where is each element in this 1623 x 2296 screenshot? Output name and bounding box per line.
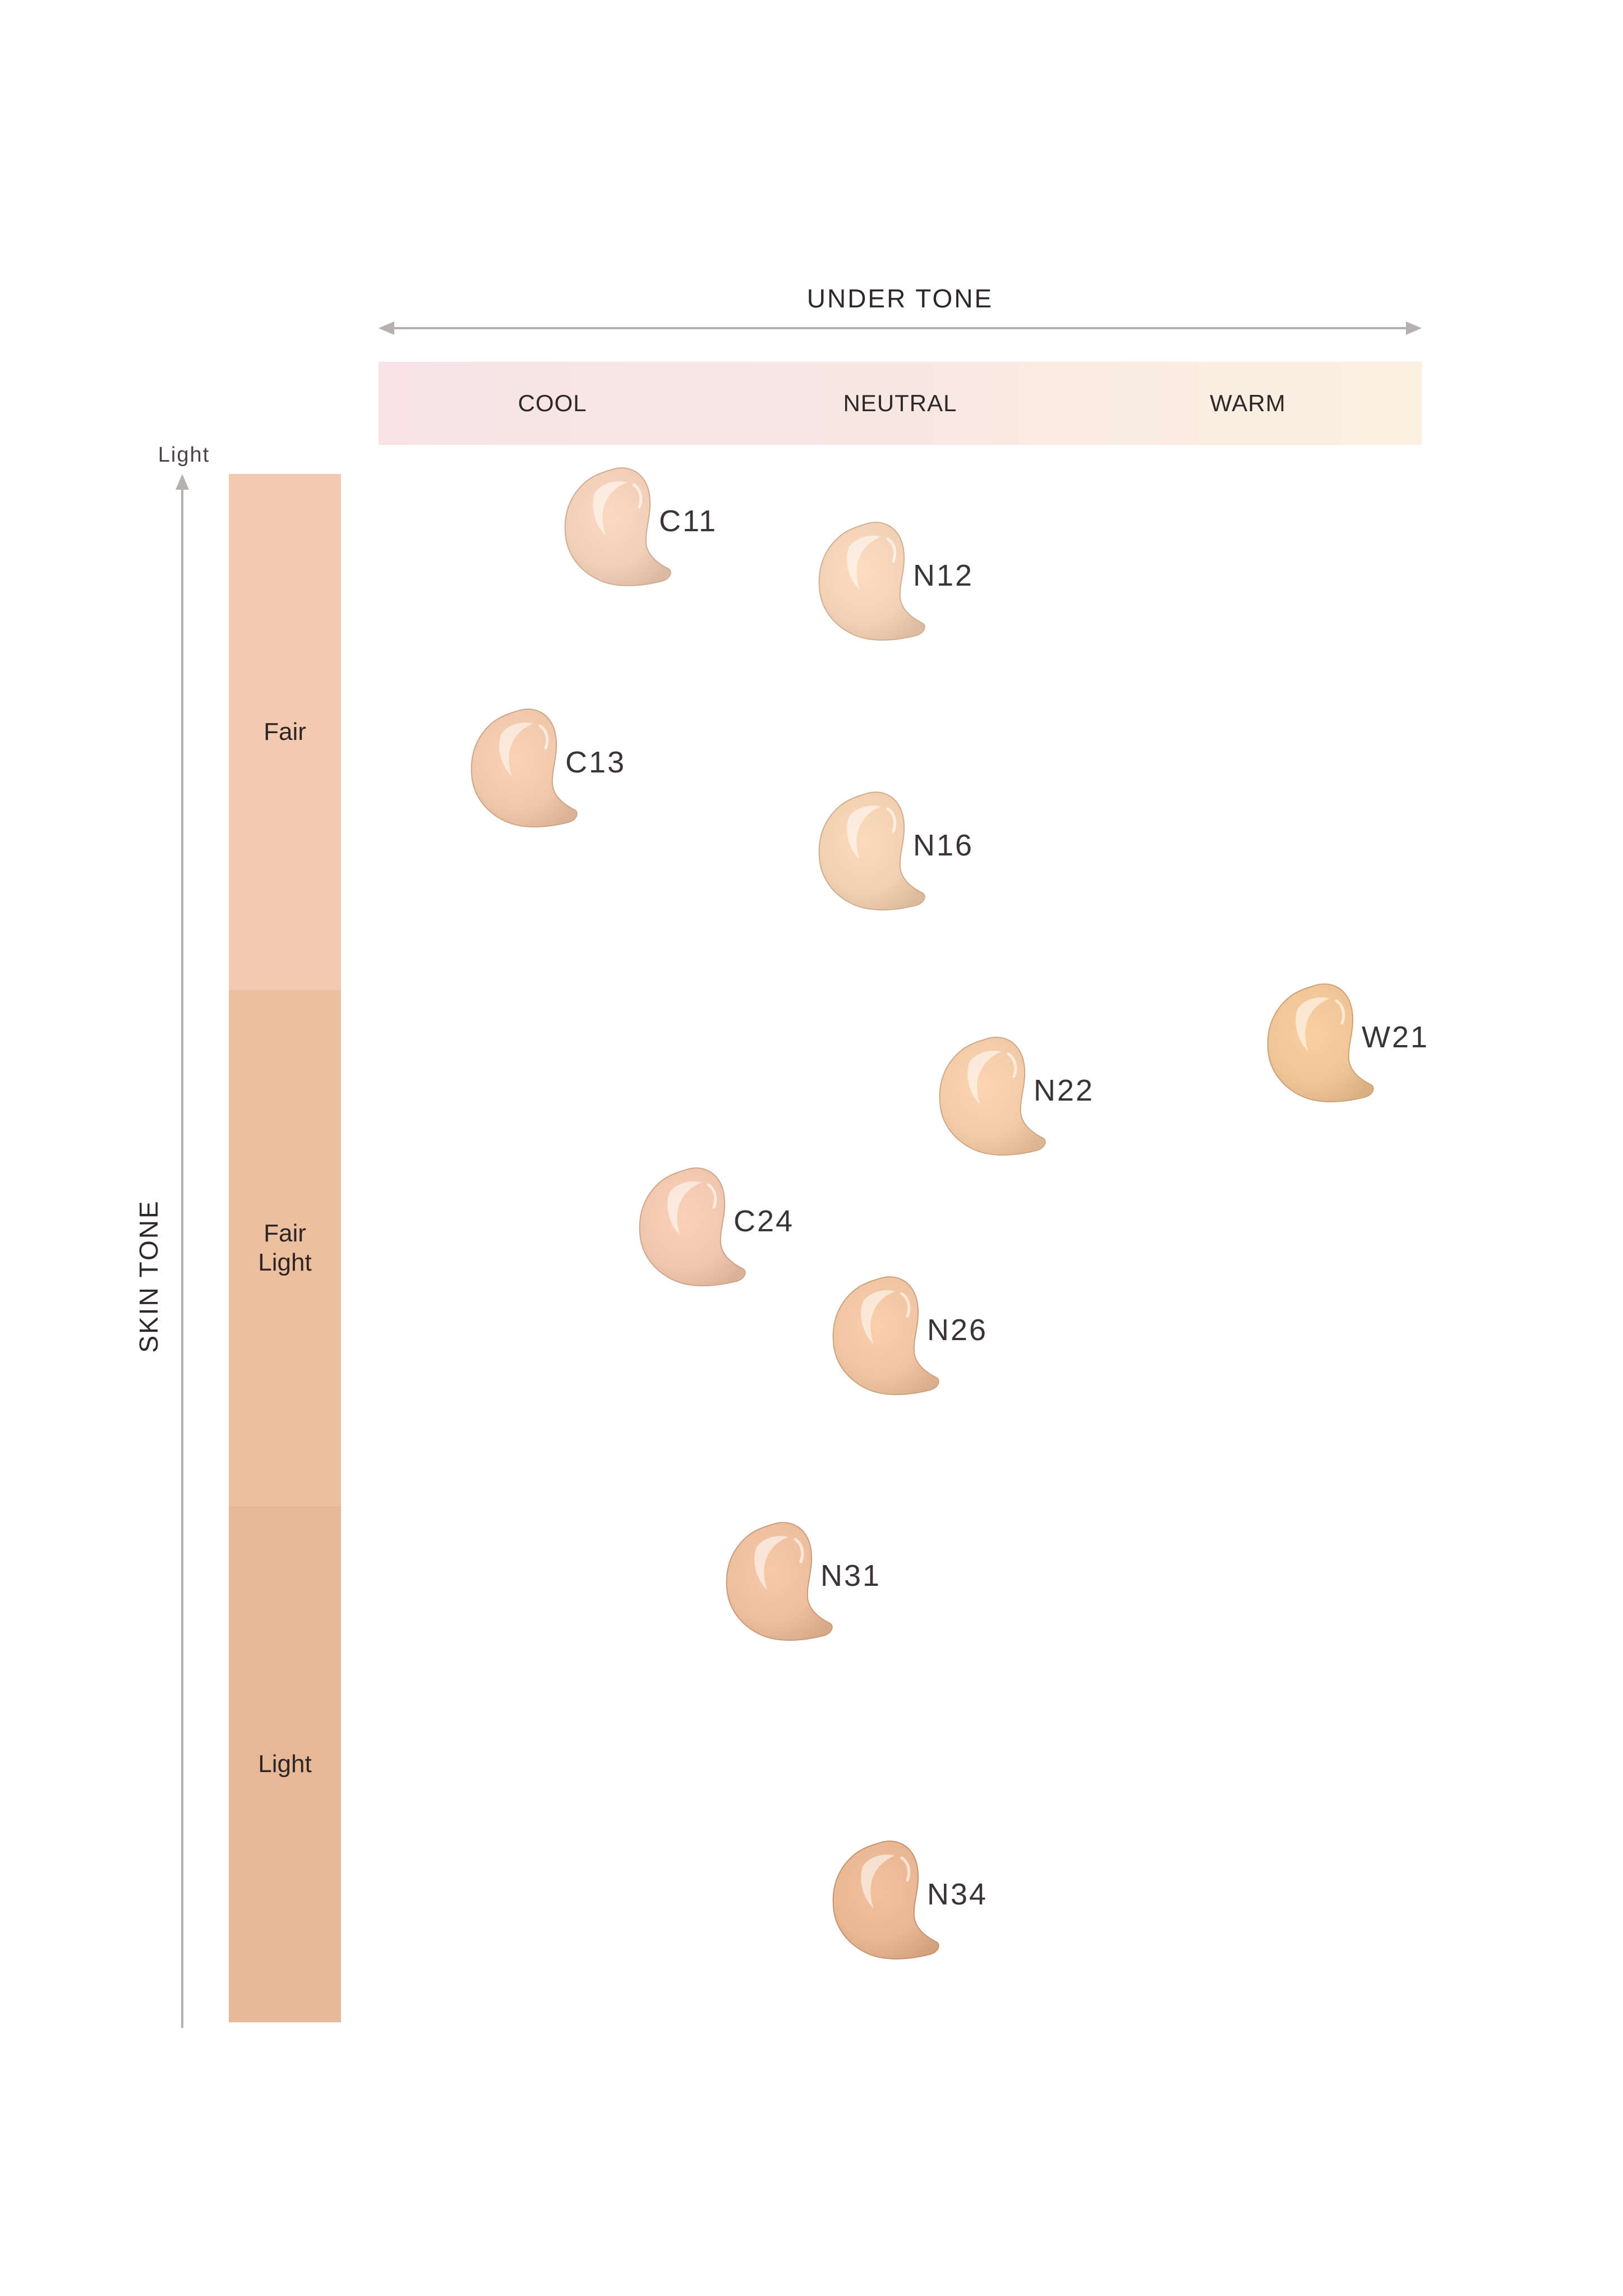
shade-code: C24 bbox=[734, 1204, 795, 1238]
skin-tone-title: SKIN TONE bbox=[134, 1199, 163, 1353]
foundation-blob-icon bbox=[818, 792, 925, 910]
skin-level-light: Light bbox=[229, 1506, 341, 2022]
under-tone-double-arrow-icon bbox=[379, 321, 1422, 335]
shade-swatch-n12: N12 bbox=[809, 514, 972, 649]
shade-code: N12 bbox=[913, 559, 974, 592]
shade-code: N31 bbox=[820, 1559, 882, 1593]
shade-swatch-n26: N26 bbox=[823, 1269, 986, 1404]
shade-swatch-c13: C13 bbox=[462, 701, 624, 836]
shade-code: W21 bbox=[1362, 1020, 1430, 1054]
shade-swatch-n34: N34 bbox=[823, 1833, 986, 1968]
under-tone-title: UNDER TONE bbox=[806, 284, 994, 313]
skin-tone-up-arrow-icon bbox=[176, 474, 189, 2028]
shade-code: N16 bbox=[913, 829, 974, 862]
shade-swatch-c24: C24 bbox=[630, 1160, 792, 1295]
foundation-blob-icon bbox=[939, 1037, 1046, 1156]
skin-level-fair-light: Fair Light bbox=[229, 990, 341, 1506]
under-tone-neutral: NEUTRAL bbox=[843, 390, 957, 416]
shade-swatch-c11: C11 bbox=[555, 460, 716, 595]
foundation-blob-icon bbox=[726, 1522, 833, 1641]
shade-code: C13 bbox=[565, 746, 626, 779]
skin-level-fair: Fair bbox=[229, 474, 341, 990]
foundation-blob-icon bbox=[832, 1841, 939, 1959]
under-tone-cool: COOL bbox=[518, 390, 587, 416]
skin-tone-arrow-label: Light bbox=[158, 443, 210, 467]
shade-code: C11 bbox=[659, 504, 718, 538]
under-tone-band: COOL NEUTRAL WARM bbox=[379, 362, 1422, 445]
shade-swatch-n31: N31 bbox=[717, 1515, 879, 1649]
foundation-blob-icon bbox=[639, 1167, 746, 1286]
shade-code: N22 bbox=[1034, 1074, 1095, 1107]
shade-swatch-n22: N22 bbox=[930, 1029, 1092, 1164]
shade-swatch-n16: N16 bbox=[809, 784, 972, 919]
foundation-blob-icon bbox=[471, 708, 578, 827]
foundation-blob-icon bbox=[564, 467, 671, 586]
skin-tone-bar: Fair Fair Light Light bbox=[229, 474, 341, 2022]
foundation-blob-icon bbox=[1267, 983, 1374, 1102]
foundation-blob-icon bbox=[832, 1276, 939, 1395]
foundation-blob-icon bbox=[818, 522, 925, 641]
shade-code: N26 bbox=[927, 1313, 988, 1347]
under-tone-warm: WARM bbox=[1210, 390, 1286, 416]
shade-swatch-w21: W21 bbox=[1258, 976, 1427, 1111]
shade-code: N34 bbox=[927, 1878, 988, 1911]
